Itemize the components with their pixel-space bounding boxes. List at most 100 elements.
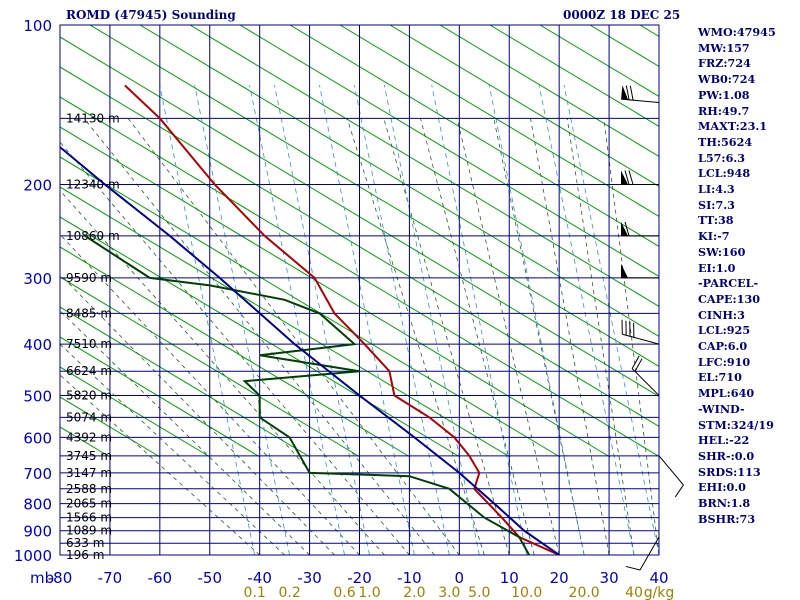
wind-barb-staff (622, 333, 660, 345)
index-line: LCL:925 (698, 323, 751, 338)
dry-adiabat (60, 276, 361, 458)
index-line: CINH:3 (698, 307, 745, 322)
height-label: 7510 m (66, 337, 112, 351)
mixing-ratio-label: 2.0 (403, 585, 425, 600)
wind-barb (621, 85, 660, 103)
pressure-tick-label: 900 (23, 523, 52, 541)
index-line: SW:160 (698, 244, 746, 259)
index-line: WB0:724 (698, 72, 756, 87)
dry-adiabat (389, 25, 659, 187)
index-line: BRN:1.8 (698, 496, 751, 511)
temperature-tick-label: -50 (198, 569, 223, 587)
isotherms (60, 25, 659, 555)
index-line: EI:1.0 (698, 260, 736, 275)
mixing-ratio-lines (159, 84, 659, 555)
wind-barb (621, 319, 660, 345)
wind-barb-feather (625, 85, 630, 100)
dry-adiabat (60, 366, 211, 458)
pressure-tick-label: 500 (23, 387, 52, 405)
index-line: L57:6.3 (698, 150, 746, 165)
index-line: -PARCEL- (698, 276, 759, 291)
dry-adiabat (60, 306, 311, 458)
wind-barb-pennant (621, 170, 628, 185)
index-line: FRZ:724 (698, 56, 751, 71)
height-label: 633 m (66, 536, 104, 550)
temperature-tick-label: -10 (397, 569, 422, 587)
index-line: KI:-7 (698, 229, 730, 244)
wind-barb-pennant (621, 85, 629, 100)
index-line: TH:5624 (698, 134, 753, 149)
index-line: CAP:6.0 (698, 339, 748, 354)
mixing-ratio-label: 40 (625, 585, 643, 600)
temperature-tick-label: -70 (98, 569, 123, 587)
index-line: SI:7.3 (698, 197, 735, 212)
height-label: 196 m (66, 548, 104, 562)
wind-barbs (621, 85, 684, 571)
dry-adiabat (60, 186, 511, 458)
parcel-line (60, 146, 560, 555)
moist-adiabat (456, 118, 560, 555)
height-label: 5820 m (66, 388, 112, 402)
mixing-ratio-label: 3.0 (438, 585, 460, 600)
mixing-ratio-line (319, 84, 415, 555)
pressure-tick-label: 600 (23, 429, 52, 447)
index-line: EHI:0.0 (698, 480, 746, 495)
index-line: BSHR:73 (698, 511, 756, 526)
wind-barb-feather (634, 358, 643, 372)
wind-barb-feather (628, 170, 634, 185)
height-labels: 14130 m 12340 m 10860 m 9590 m 8485 m 7510 m 6… (66, 111, 120, 562)
wind-barb (621, 221, 659, 237)
pressure-tick-label: 200 (23, 177, 52, 195)
dry-adiabat (489, 25, 659, 127)
index-line: MAXT:23.1 (698, 119, 768, 134)
sounding-profiles (60, 84, 560, 555)
moist-adiabat (346, 118, 485, 555)
mixing-ratio-line (563, 84, 659, 555)
mixing-ratio-line (383, 84, 480, 555)
dry-adiabat (60, 126, 611, 458)
dry-adiabat (289, 25, 659, 247)
wind-barb (658, 455, 684, 498)
chart-title: ROMD (47945) Sounding (66, 8, 236, 22)
height-label: 2588 m (66, 482, 112, 496)
dry-adiabat (60, 156, 561, 458)
temperature-tick-label: 10 (500, 569, 519, 587)
temperature-tick-label: 0 (455, 569, 465, 587)
moist-adiabat (60, 233, 360, 555)
wind-barb-staff (639, 536, 660, 571)
mixing-ratio-line (488, 84, 585, 555)
pressure-tick-label: 1000 (14, 547, 52, 565)
wind-barb-feather (624, 221, 630, 237)
index-line: PW:1.08 (698, 87, 750, 102)
wind-barb (625, 536, 660, 571)
wind-barb-staff (621, 98, 660, 103)
index-line: LCL:948 (698, 166, 751, 181)
index-line: SHR-:0.0 (698, 448, 755, 463)
wind-barb-pennant (621, 263, 628, 278)
wind-barb-staff (658, 455, 684, 486)
mixing-ratio-label: 0.1 (244, 585, 266, 600)
index-line: EL:710 (698, 370, 742, 385)
height-label: 6624 m (66, 364, 112, 378)
temperature-tick-label: -80 (48, 569, 73, 587)
index-line: LFC:910 (698, 354, 751, 369)
moist-adiabat (530, 118, 610, 555)
moist-adiabat (83, 118, 435, 555)
dry-adiabat (439, 25, 659, 157)
height-label: 5074 m (66, 410, 112, 424)
height-label: 8485 m (66, 306, 112, 320)
mixing-ratio-line (249, 84, 345, 555)
index-line: WMO:47945 (698, 25, 776, 39)
height-label: 12340 m (66, 178, 120, 192)
wind-barb-feather (624, 170, 630, 185)
moist-adiabat (566, 118, 635, 555)
mixing-ratio-label: 1.0 (358, 585, 380, 600)
index-line: CAPE:130 (698, 291, 761, 306)
pressure-tick-label: 800 (23, 496, 52, 514)
mixing-ratio-label: 5.0 (468, 585, 490, 600)
dry-adiabat (60, 336, 261, 458)
temperature-axis: mb-80 -70 -60 -50 -40 -30 -20 -10 0 10 20 30 40 (30, 569, 669, 587)
height-label: 3147 m (66, 466, 112, 480)
mixing-ratio-line (353, 84, 450, 555)
height-label: 2065 m (66, 497, 112, 511)
